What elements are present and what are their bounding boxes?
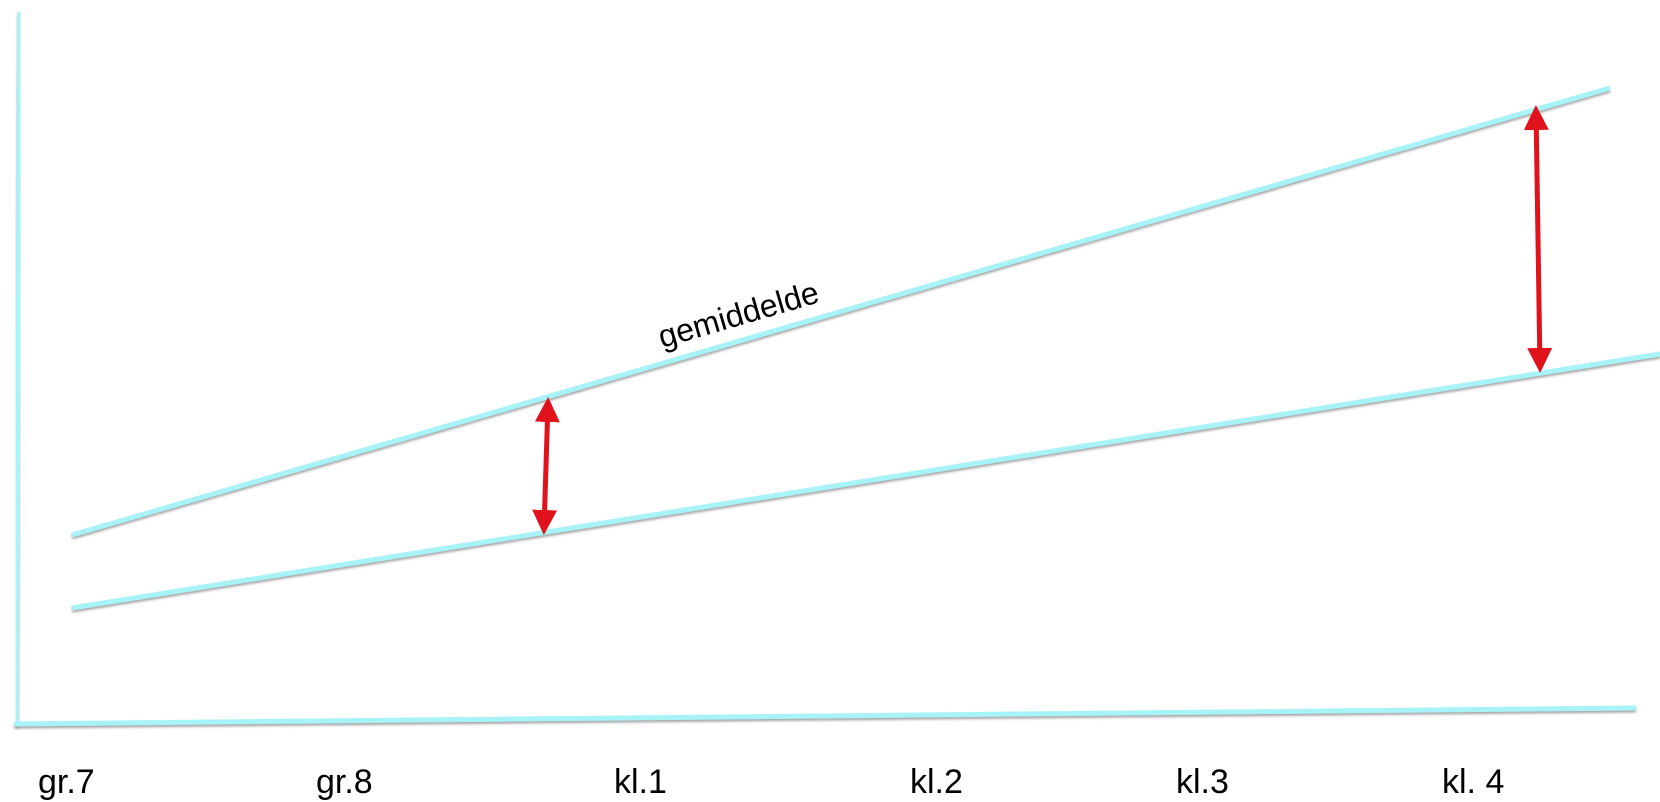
x-label-gr7: gr.7: [38, 763, 95, 801]
gap-arrow-large: [1523, 105, 1553, 373]
x-label-kl4: kl. 4: [1442, 763, 1504, 801]
x-label-kl3: kl.3: [1176, 763, 1229, 801]
upper-trend-line: [71, 85, 1611, 538]
x-label-kl2: kl.2: [910, 763, 963, 801]
x-axis: [13, 705, 1637, 727]
x-label-kl1: kl.1: [614, 763, 667, 801]
y-axis: [13, 11, 23, 727]
x-label-gr8: gr.8: [316, 763, 373, 801]
gap-arrow-small: [532, 397, 560, 535]
lower-trend-line: [71, 351, 1660, 611]
